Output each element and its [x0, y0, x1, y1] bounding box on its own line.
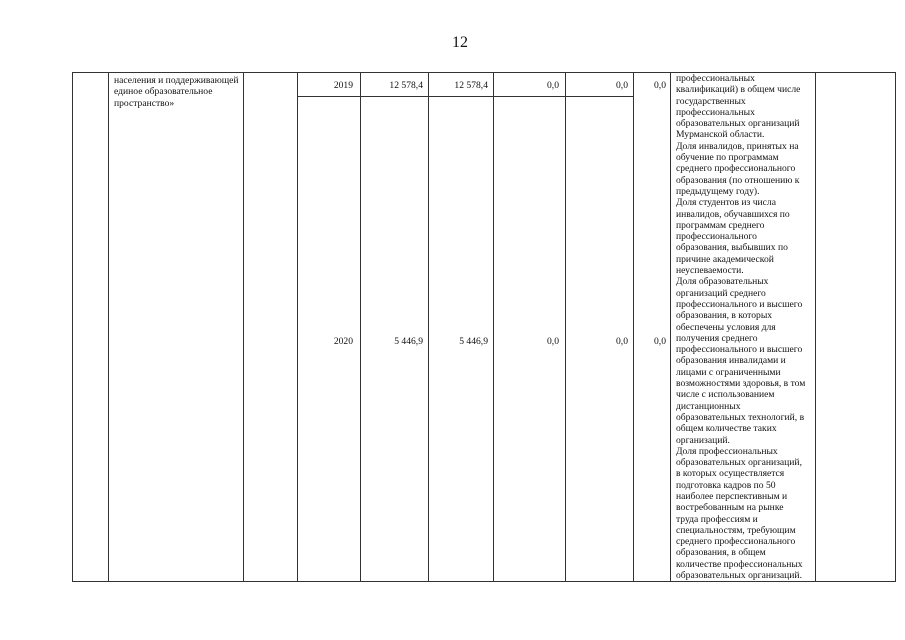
col-border [815, 72, 816, 582]
total-cell: 12 578,4 [389, 80, 423, 91]
col-border [633, 72, 634, 582]
col-border [493, 72, 494, 582]
indicator-line: общем количестве таких [676, 423, 777, 435]
indicator-line: профессиональных [676, 106, 755, 118]
indicator-line: профессионального [676, 231, 757, 243]
indicator-line: дистанционных [676, 400, 741, 412]
col-border [360, 72, 361, 582]
total-cell: 5 446,9 [394, 336, 423, 347]
indicator-line: количестве профессиональных [676, 558, 803, 570]
indicator-line: труда профессиям и [676, 513, 758, 525]
indicator-line: программам среднего [676, 219, 765, 231]
col-border [72, 72, 73, 582]
indicator-line: числе с использованием [676, 389, 775, 401]
indicator-line: подготовка кадров по 50 [676, 479, 776, 491]
indicator-line: образовательных технологий, в [676, 411, 805, 423]
year-cell: 2020 [333, 336, 353, 347]
indicator-line: образования, в общем [676, 547, 766, 559]
indicator-line: Доля инвалидов, принятых на [676, 140, 799, 152]
indicator-line: профессионального и высшего [676, 344, 803, 356]
indicator-line: в которых осуществляется [676, 468, 785, 480]
regional-cell: 12 578,4 [454, 80, 488, 91]
table-top-border [72, 72, 895, 73]
indicator-line: профессиональных [676, 73, 755, 84]
indicator-line: неуспеваемости. [676, 265, 744, 277]
indicators-text: профессиональных квалификаций) в общем чи… [676, 73, 818, 581]
value-cell: 0,0 [616, 80, 628, 91]
indicator-line: среднего профессионального [676, 536, 796, 548]
indicator-line: образования (по отношению к [676, 174, 800, 186]
indicator-line: лицами с ограниченными [676, 366, 781, 378]
indicator-line: организаций. [676, 434, 730, 446]
indicator-line: причине академической [676, 253, 774, 265]
indicator-line: предыдущему году). [676, 185, 760, 197]
indicator-line: инвалидов, обучавшихся по [676, 208, 790, 220]
indicator-line: образования, в которых [676, 310, 773, 322]
indicator-line: государственных [676, 95, 746, 107]
indicator-line: Доля студентов из числа [676, 197, 776, 209]
value-cell: 0,0 [654, 80, 666, 91]
col-border [297, 72, 298, 582]
col-border [895, 72, 896, 582]
indicator-line: среднего профессионального [676, 163, 796, 175]
indicator-line: образовательных организаций [676, 118, 800, 130]
row-label: населения и поддерживающей единое образо… [114, 75, 239, 109]
year-cell: 2019 [333, 80, 353, 91]
indicator-line: организаций среднего [676, 287, 766, 299]
value-cell: 0,0 [547, 80, 559, 91]
col-border [243, 72, 244, 582]
indicator-line: наиболее перспективным и [676, 490, 788, 502]
indicator-line: образовательных организаций, [676, 457, 802, 469]
indicator-line: получения среднего [676, 332, 758, 344]
indicator-line: образовательных организаций. [676, 570, 802, 582]
indicator-line: профессионального и высшего [676, 298, 803, 310]
indicator-line: возможностями здоровья, в том [676, 378, 806, 390]
indicator-line: квалификаций) в общем числе [676, 84, 801, 96]
col-border [428, 72, 429, 582]
indicator-line: востребованным на рынке [676, 502, 784, 514]
row-divider [297, 96, 633, 97]
indicator-line: Мурманской области. [676, 129, 765, 141]
value-cell: 0,0 [654, 336, 666, 347]
indicator-line: обеспечены условия для [676, 321, 776, 333]
col-border [565, 72, 566, 582]
regional-cell: 5 446,9 [459, 336, 488, 347]
page-number: 12 [452, 34, 468, 51]
value-cell: 0,0 [547, 336, 559, 347]
table-bottom-border [72, 581, 895, 582]
indicator-line: Доля профессиональных [676, 445, 778, 457]
indicator-line: специальностям, требующим [676, 524, 796, 536]
indicator-line: образования, выбывших по [676, 242, 788, 254]
indicator-line: образования инвалидами и [676, 355, 786, 367]
value-cell: 0,0 [616, 336, 628, 347]
col-border [108, 72, 109, 582]
col-border [670, 72, 671, 582]
indicator-line: Доля образовательных [676, 276, 769, 288]
indicator-line: обучение по программам [676, 152, 779, 164]
